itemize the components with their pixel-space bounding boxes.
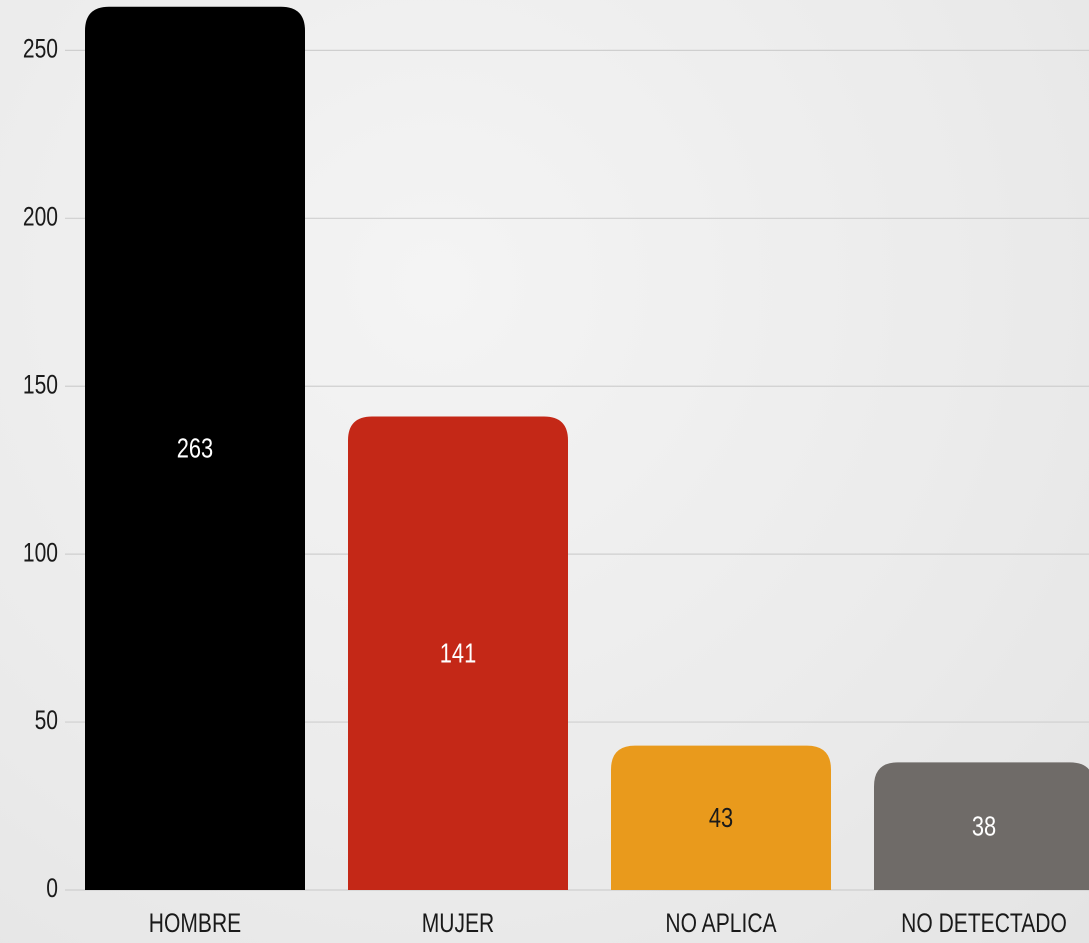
x-tick-label: NO DETECTADO xyxy=(901,909,1067,939)
bar xyxy=(611,745,831,890)
y-tick-label: 100 xyxy=(23,538,58,568)
y-tick-label: 50 xyxy=(35,706,58,736)
value-label: 38 xyxy=(972,811,996,842)
bar xyxy=(85,6,305,891)
y-tick-label: 250 xyxy=(23,34,58,64)
y-tick-label: 0 xyxy=(46,874,58,904)
x-tick-label: NO APLICA xyxy=(665,909,777,939)
value-label: 43 xyxy=(709,803,733,834)
y-tick-label: 200 xyxy=(23,202,58,232)
x-tick-label: MUJER xyxy=(422,909,495,939)
x-tick-label: HOMBRE xyxy=(149,909,241,939)
bar xyxy=(874,762,1089,890)
value-label: 141 xyxy=(440,638,476,669)
bar xyxy=(348,416,568,890)
y-tick-label: 150 xyxy=(23,370,58,400)
value-label: 263 xyxy=(177,433,213,464)
